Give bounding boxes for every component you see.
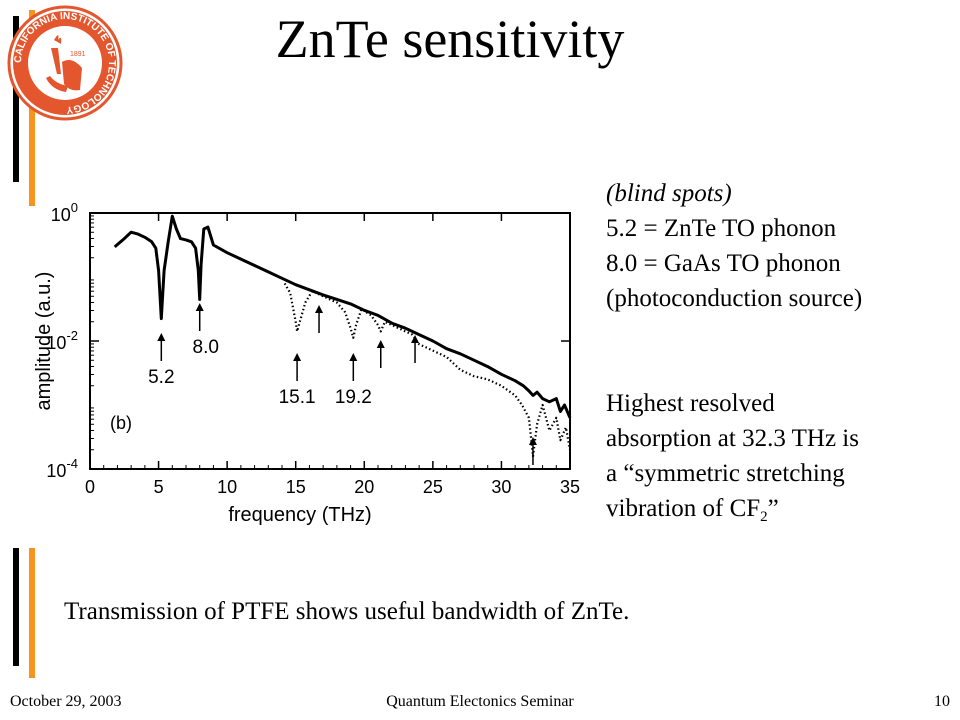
blind-spots-heading: (blind spots) (606, 180, 732, 207)
y-tick-label: 10-4 (46, 456, 78, 481)
annotation-arrow-head (157, 333, 166, 341)
y-tick-exponent: 0 (71, 200, 78, 215)
seal-year: 1891 (70, 51, 86, 58)
y-axis-label: amplitude (a.u.) (33, 272, 55, 411)
annotation-label: 5.2 (148, 367, 174, 388)
left-black-bar-top (13, 16, 19, 182)
highest-line-1: Highest resolved (606, 390, 775, 417)
footer-page-number: 10 (934, 693, 950, 710)
left-orange-bar-bottom (29, 548, 35, 678)
x-tick-label: 35 (560, 477, 580, 497)
notes-panel: (blind spots) 5.2 = ZnTe TO phonon 8.0 =… (606, 176, 862, 535)
y-tick-label: 100 (51, 200, 78, 225)
x-tick-label: 15 (286, 477, 306, 497)
x-tick-label: 30 (491, 477, 511, 497)
cf2-subscript: 2 (760, 509, 768, 525)
footer-date: October 29, 2003 (10, 693, 122, 710)
highest-line-4: vibration of CF2” (606, 491, 862, 535)
x-tick-label: 10 (217, 477, 237, 497)
y-tick-base: 10 (46, 333, 66, 353)
y-tick-exponent: -4 (66, 456, 78, 471)
annotation-arrow-head (315, 305, 324, 313)
series-line-solid (113, 214, 572, 419)
x-tick-label: 0 (85, 477, 95, 497)
slide-caption: Transmission of PTFE shows useful bandwi… (64, 598, 630, 625)
y-tick-base: 10 (46, 461, 66, 481)
left-black-bar-bottom (13, 548, 19, 666)
series-line-dotted (283, 282, 572, 458)
caltech-seal-logo: CALIFORNIA INSTITUTE OF TECHNOLOGY 1891 (7, 5, 123, 121)
note-line-znte: 5.2 = ZnTe TO phonon (606, 215, 837, 242)
annotations-layer: 5.2 8.0 15.1 19.2 (148, 303, 537, 465)
annotation-arrow-head (376, 340, 385, 348)
note-line-source: (photoconduction source) (606, 285, 863, 312)
annotation-arrow-head (293, 353, 302, 361)
annotation-label: 8.0 (193, 337, 219, 358)
highest-line-2: absorption at 32.3 THz is (606, 425, 859, 452)
closing-quote: ” (767, 495, 779, 522)
y-tick-label: 10-2 (46, 328, 78, 353)
footer-title: Quantum Electonics Seminar (386, 693, 574, 710)
y-tick-exponent: -2 (66, 328, 78, 343)
annotation-arrow-head (349, 353, 358, 361)
annotation-arrow-head (195, 303, 204, 311)
annotation-label: 19.2 (335, 387, 372, 408)
y-tick-base: 10 (51, 205, 71, 225)
series-layer (113, 214, 572, 458)
slide-title: ZnTe sensitivity (275, 9, 625, 69)
x-axis-label: frequency (THz) (228, 504, 371, 526)
annotation-arrow-head (411, 335, 420, 343)
highest-line-3: a “symmetric stretching (606, 460, 845, 487)
x-tick-label: 5 (154, 477, 164, 497)
panel-label: (b) (110, 413, 132, 433)
x-tick-label: 20 (354, 477, 374, 497)
annotation-arrow-head (528, 437, 537, 445)
note-line-gaas: 8.0 = GaAs TO phonon (606, 250, 841, 277)
annotation-label: 15.1 (279, 387, 316, 408)
x-tick-label: 25 (423, 477, 443, 497)
vibration-text: vibration of CF (606, 495, 761, 522)
